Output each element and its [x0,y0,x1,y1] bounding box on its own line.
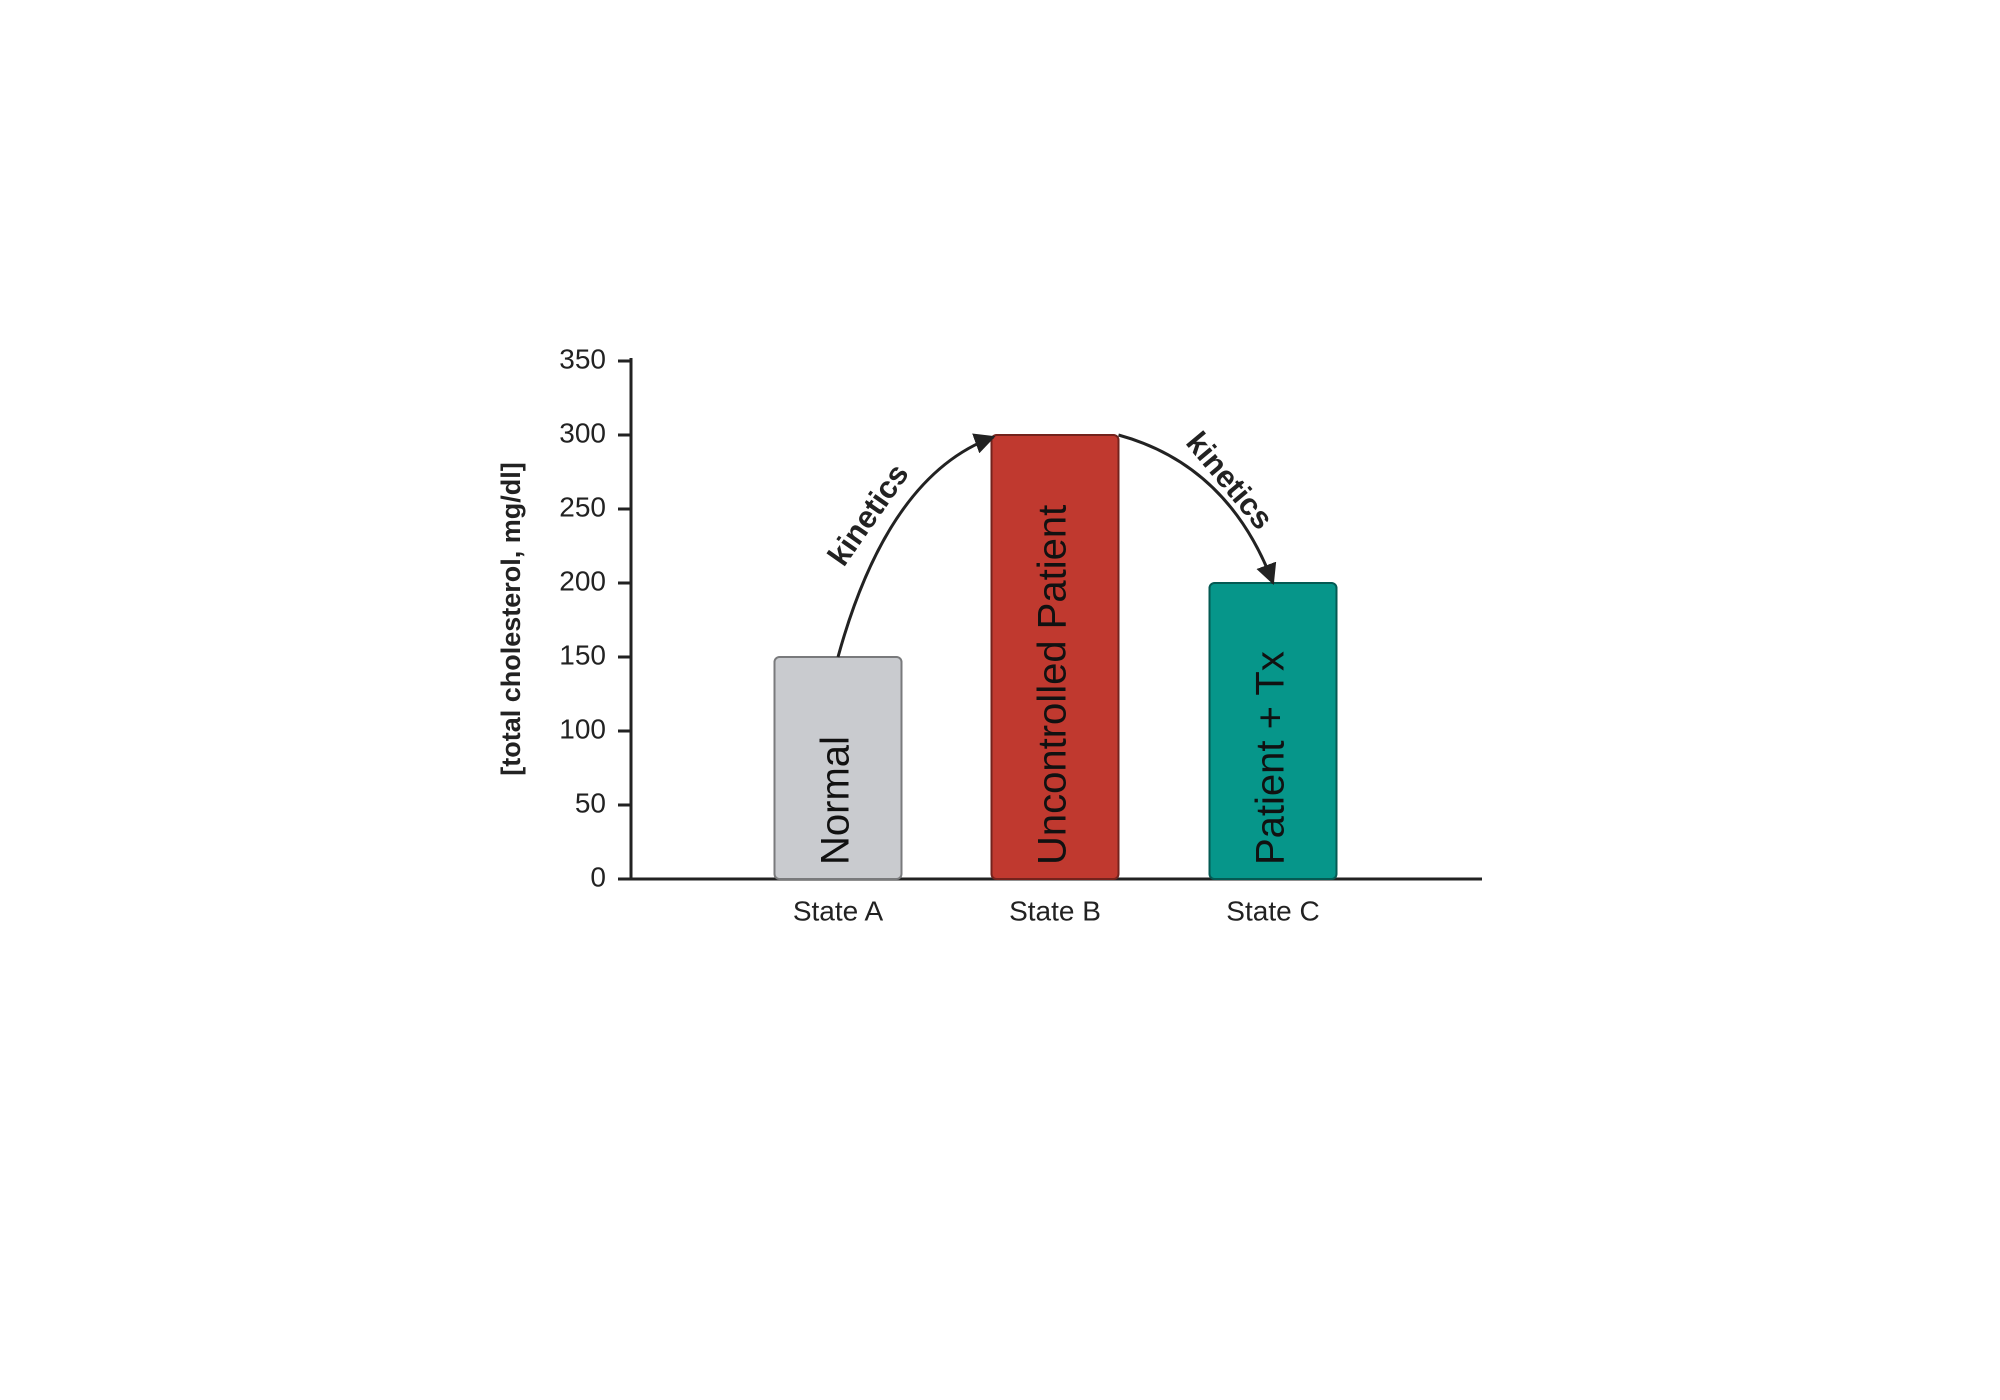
y-tick-label: 0 [590,861,606,892]
bar-label: Uncontrolled Patient [1031,505,1075,865]
y-tick-label: 150 [559,639,606,670]
x-tick-label: State A [793,895,884,926]
y-tick-label: 300 [559,417,606,448]
annotation: kinetics [1179,425,1280,536]
bar [990,434,1120,880]
y-tick-label: 100 [559,713,606,744]
arrow [836,433,996,658]
x-tick-label: State B [1009,895,1101,926]
y-tick-label: 250 [559,491,606,522]
y-tick-label: 350 [559,343,606,374]
y-tick-label: 50 [575,787,606,818]
y-axis-title: [total cholesterol, mg/dl] [496,462,526,776]
y-tick-label: 200 [559,565,606,596]
bar-label: Patient + Tx [1249,651,1293,865]
arrow [1118,433,1277,585]
x-tick-label: State C [1226,895,1319,926]
bar-label: Normal [814,736,858,865]
annotation: kinetics [821,457,916,572]
